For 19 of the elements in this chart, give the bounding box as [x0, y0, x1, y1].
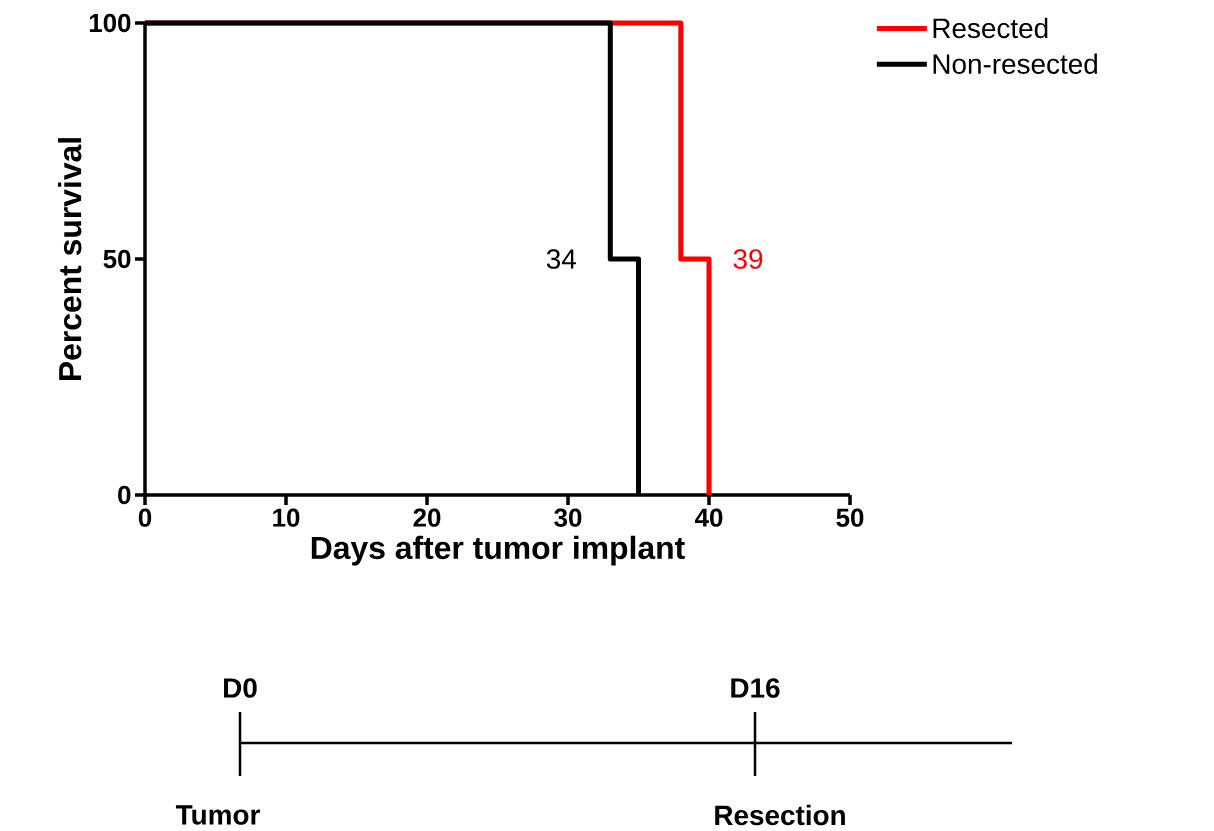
text: Tumor — [175, 805, 260, 825]
x-tick-label: 30 — [554, 508, 582, 527]
y-tick-label: 50 — [103, 249, 131, 269]
y-tick-label: 0 — [118, 485, 131, 505]
x-tick-label: 0 — [138, 508, 152, 527]
legend-label: Non-resected — [933, 53, 1097, 74]
x-tick-label: 20 — [413, 508, 441, 527]
text: D0 — [224, 678, 257, 698]
x-tick-label: 10 — [273, 508, 300, 527]
annotation: 34 — [546, 249, 576, 269]
x-tick-label: 50 — [836, 508, 864, 527]
legend-label: Resected — [933, 17, 1048, 39]
text: Resection — [715, 804, 845, 826]
x-tick-label: 40 — [694, 508, 723, 527]
text: D16 — [731, 678, 780, 698]
y-axis-title: Percent survival — [58, 138, 82, 381]
y-tick-label: 100 — [89, 13, 131, 33]
x-axis-title: Days after tumor implant — [311, 535, 685, 566]
annotation: 39 — [733, 249, 763, 269]
